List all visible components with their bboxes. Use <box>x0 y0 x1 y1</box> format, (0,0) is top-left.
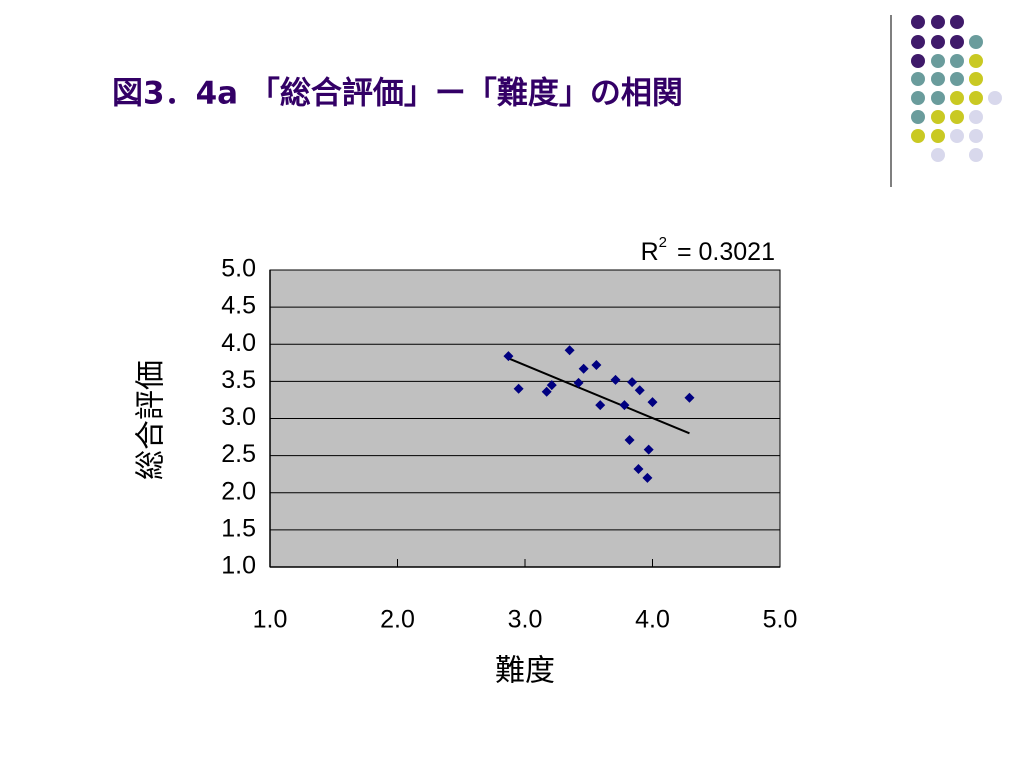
dot <box>931 72 945 86</box>
dot <box>950 129 964 143</box>
x-axis-label: 難度 <box>495 654 555 689</box>
r-sup: 2 <box>659 234 667 251</box>
r-value: = 0.3021 <box>677 238 775 266</box>
point <box>541 386 552 397</box>
point <box>619 400 630 411</box>
dot <box>911 91 925 105</box>
dot <box>969 91 983 105</box>
dot <box>950 35 964 49</box>
dot <box>911 72 925 86</box>
y-tick-label: 3.0 <box>221 403 256 431</box>
dot <box>931 148 945 162</box>
dot <box>950 91 964 105</box>
point <box>633 463 644 474</box>
point <box>595 400 606 411</box>
point <box>573 377 584 388</box>
dot <box>950 72 964 86</box>
trendline <box>508 357 690 435</box>
point <box>513 383 524 394</box>
slide-title: 図3．4a 「総合評価」ー「難度」の相関 <box>112 76 683 112</box>
dot <box>931 110 945 124</box>
dot <box>931 129 945 143</box>
dot <box>931 15 945 29</box>
y-tick-label: 2.5 <box>221 440 256 468</box>
point <box>627 377 638 388</box>
point <box>610 374 621 385</box>
chart: 1.0 1.5 2.0 2.5 3.0 3.5 4.0 4.5 5.0 1.0 2.0 3.0 4.0 5… <box>221 255 797 634</box>
dot <box>969 72 983 86</box>
point <box>591 360 602 371</box>
y-tick-label: 3.5 <box>221 366 256 394</box>
y-tick-label: 4.5 <box>221 292 256 320</box>
x-tick-label: 4.0 <box>635 606 670 634</box>
point <box>503 351 514 362</box>
y-tick-label: 4.0 <box>221 329 256 357</box>
r-base: R <box>641 238 659 266</box>
point <box>684 392 695 403</box>
dot <box>950 110 964 124</box>
dot <box>950 54 964 68</box>
dot <box>988 91 1002 105</box>
y-tick-label: 5.0 <box>221 255 256 283</box>
dot <box>931 35 945 49</box>
x-tick-label: 2.0 <box>380 606 415 634</box>
dot <box>911 129 925 143</box>
dot <box>911 35 925 49</box>
dot <box>911 15 925 29</box>
point <box>624 435 635 446</box>
r-squared: R2 = 0.3021 <box>641 234 775 266</box>
dot <box>931 54 945 68</box>
point <box>564 345 575 356</box>
point <box>634 385 645 396</box>
dot <box>969 148 983 162</box>
point <box>643 444 654 455</box>
x-tick-label: 1.0 <box>253 606 288 634</box>
dot <box>931 91 945 105</box>
dot <box>969 129 983 143</box>
dot <box>969 35 983 49</box>
dot <box>969 110 983 124</box>
point <box>546 380 557 391</box>
y-tick-label: 2.0 <box>221 477 256 505</box>
dot <box>950 15 964 29</box>
y-tick-label: 1.5 <box>221 514 256 542</box>
dot <box>911 54 925 68</box>
y-axis-label: 総合評価 <box>134 360 169 480</box>
point <box>578 363 589 374</box>
x-tick-label: 5.0 <box>763 606 798 634</box>
dot <box>969 54 983 68</box>
x-tick-label: 3.0 <box>508 606 543 634</box>
decoration <box>911 15 1002 162</box>
y-tick-label: 1.0 <box>221 552 256 580</box>
point <box>642 472 653 483</box>
dot <box>911 110 925 124</box>
point <box>647 397 658 408</box>
